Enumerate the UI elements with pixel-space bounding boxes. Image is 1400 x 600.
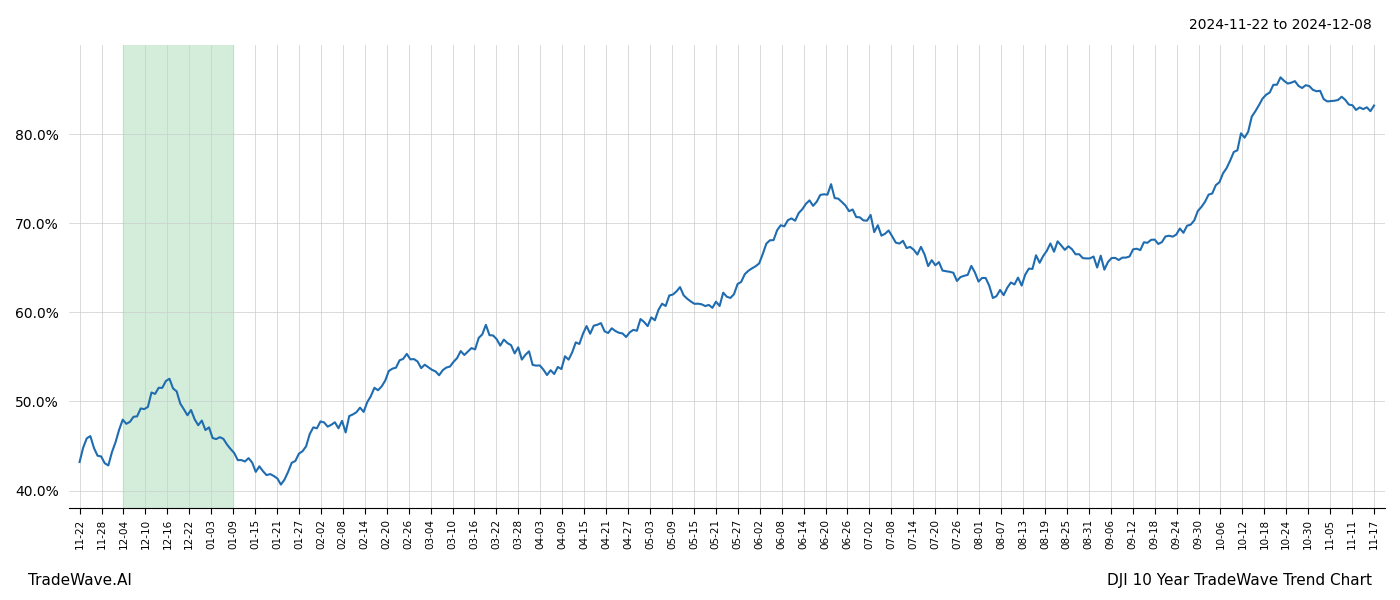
Bar (123, 45, 234, 508)
Text: TradeWave.AI: TradeWave.AI (28, 573, 132, 588)
Text: 2024-11-22 to 2024-12-08: 2024-11-22 to 2024-12-08 (1189, 18, 1372, 32)
Text: DJI 10 Year TradeWave Trend Chart: DJI 10 Year TradeWave Trend Chart (1107, 573, 1372, 588)
